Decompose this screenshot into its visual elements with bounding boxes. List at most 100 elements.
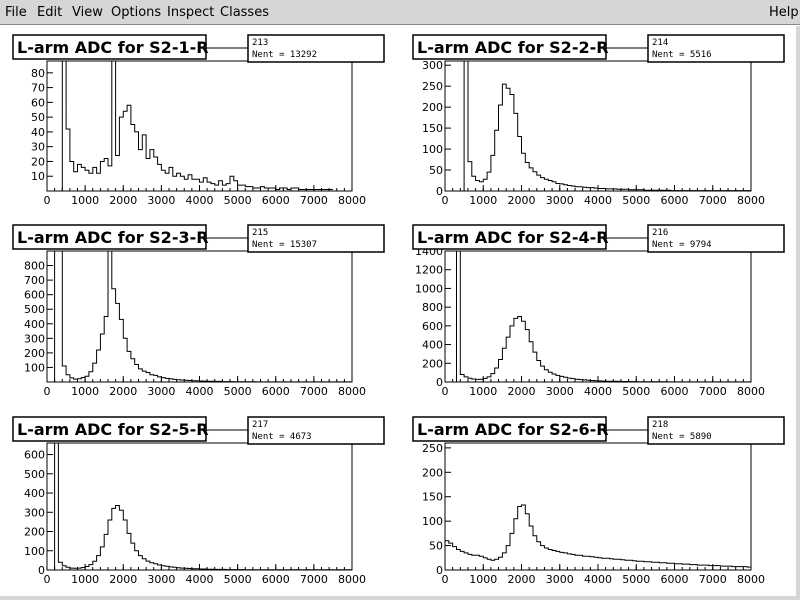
x-tick-label: 6000: [262, 573, 290, 586]
x-tick-label: 8000: [338, 194, 366, 207]
stats-box: [647, 224, 785, 253]
stats-entries: Nent = 4673: [252, 432, 312, 442]
stats-box: [247, 224, 385, 253]
stats-id: 216: [652, 228, 668, 238]
x-tick-label: 8000: [338, 385, 366, 398]
menu-file[interactable]: File: [5, 5, 27, 20]
stats-id: 213: [252, 38, 268, 48]
canvas-frame-bottom: [0, 596, 800, 600]
menu-inspect[interactable]: Inspect: [167, 5, 215, 20]
stats-entries: Nent = 15307: [252, 240, 317, 250]
histogram-line: [463, 60, 751, 192]
x-tick-label: 5000: [622, 573, 650, 586]
y-tick-label: 60: [31, 96, 45, 109]
y-tick-label: 600: [422, 320, 443, 333]
x-tick-label: 1000: [469, 194, 497, 207]
stats-id: 215: [252, 228, 268, 238]
stats-box: [647, 34, 785, 63]
title-box: [12, 224, 207, 250]
histogram-line: [456, 250, 751, 383]
y-tick-label: 1000: [415, 282, 443, 295]
x-tick-label: 3000: [546, 194, 574, 207]
y-tick-label: 70: [31, 82, 45, 95]
x-tick-label: 3000: [147, 573, 175, 586]
y-tick-label: 500: [24, 468, 45, 481]
x-tick-label: 2000: [508, 385, 536, 398]
canvas-frame-right: [796, 26, 800, 600]
x-tick-label: 3000: [147, 194, 175, 207]
y-tick-label: 600: [24, 449, 45, 462]
histogram-line: [54, 442, 352, 571]
x-tick-label: 7000: [699, 573, 727, 586]
title-box: [12, 34, 207, 60]
y-tick-label: 250: [422, 442, 443, 455]
y-tick-label: 300: [24, 332, 45, 345]
x-tick-label: 1000: [71, 385, 99, 398]
x-tick-label: 8000: [737, 573, 765, 586]
y-tick-label: 200: [24, 526, 45, 539]
plot-frame: [46, 442, 353, 571]
stats-id: 214: [652, 38, 668, 48]
histogram-pad[interactable]: 0 1000 2000 3000 4000 5000 6000 7000 8000 0 50 100 1…: [400, 408, 796, 596]
x-tick-label: 4000: [584, 385, 612, 398]
y-tick-label: 1200: [415, 264, 443, 277]
x-tick-label: 2000: [109, 385, 137, 398]
y-tick-label: 100: [422, 515, 443, 528]
y-tick-label: 20: [31, 155, 45, 168]
y-tick-label: 80: [31, 67, 45, 80]
x-tick-label: 8000: [737, 385, 765, 398]
histogram-pad[interactable]: 0 1000 2000 3000 4000 5000 6000 7000 8000 0 100 200…: [0, 408, 398, 596]
histogram-title: L-arm ADC for S2-3-R: [17, 228, 209, 247]
y-tick-label: 10: [31, 170, 45, 183]
histogram-title: L-arm ADC for S2-5-R: [17, 420, 209, 439]
plot-frame: [444, 60, 752, 192]
y-tick-label: 500: [24, 303, 45, 316]
y-tick-label: 50: [429, 540, 443, 553]
title-box: [12, 416, 207, 442]
menu-classes[interactable]: Classes: [220, 5, 269, 20]
x-tick-label: 5000: [224, 573, 252, 586]
x-tick-label: 3000: [546, 385, 574, 398]
menu-help[interactable]: Help: [769, 5, 799, 20]
histogram-pad[interactable]: 0 1000 2000 3000 4000 5000 6000 7000 8000 0 200 400…: [400, 216, 796, 408]
y-tick-label: 400: [24, 318, 45, 331]
menu-view[interactable]: View: [72, 5, 103, 20]
y-tick-label: 150: [422, 122, 443, 135]
plot-frame: [46, 60, 353, 192]
plot-frame: [46, 250, 353, 383]
y-tick-label: 0: [436, 564, 443, 577]
stats-box: [247, 34, 385, 63]
stats-id: 217: [252, 420, 268, 430]
x-tick-label: 0: [44, 194, 51, 207]
plot-frame: [444, 442, 752, 571]
menu-options[interactable]: Options: [111, 5, 162, 20]
x-tick-label: 4000: [186, 573, 214, 586]
y-tick-label: 200: [422, 101, 443, 114]
x-tick-label: 0: [442, 385, 449, 398]
x-tick-label: 7000: [699, 194, 727, 207]
x-tick-label: 7000: [300, 385, 328, 398]
histogram-title: L-arm ADC for S2-4-R: [417, 228, 609, 247]
x-tick-label: 1000: [71, 573, 99, 586]
stats-box: [647, 416, 785, 445]
x-tick-label: 6000: [661, 573, 689, 586]
x-tick-label: 0: [442, 194, 449, 207]
stats-entries: Nent = 5516: [652, 50, 712, 60]
histogram-pad[interactable]: 0 1000 2000 3000 4000 5000 6000 7000 8000 0 50 100 1…: [400, 26, 796, 216]
y-tick-label: 800: [24, 260, 45, 273]
histogram-line: [61, 60, 333, 191]
y-tick-label: 50: [31, 111, 45, 124]
y-tick-label: 50: [429, 164, 443, 177]
histogram-line: [54, 250, 352, 383]
x-tick-label: 4000: [186, 194, 214, 207]
x-tick-label: 6000: [262, 385, 290, 398]
x-tick-label: 6000: [661, 385, 689, 398]
x-tick-label: 0: [44, 385, 51, 398]
menu-bar: File Edit View Options Inspect Classes H…: [0, 0, 800, 25]
histogram-title: L-arm ADC for S2-2-R: [417, 38, 609, 57]
menu-edit[interactable]: Edit: [37, 5, 63, 20]
title-box: [412, 34, 607, 60]
histogram-title: L-arm ADC for S2-1-R: [17, 38, 209, 57]
